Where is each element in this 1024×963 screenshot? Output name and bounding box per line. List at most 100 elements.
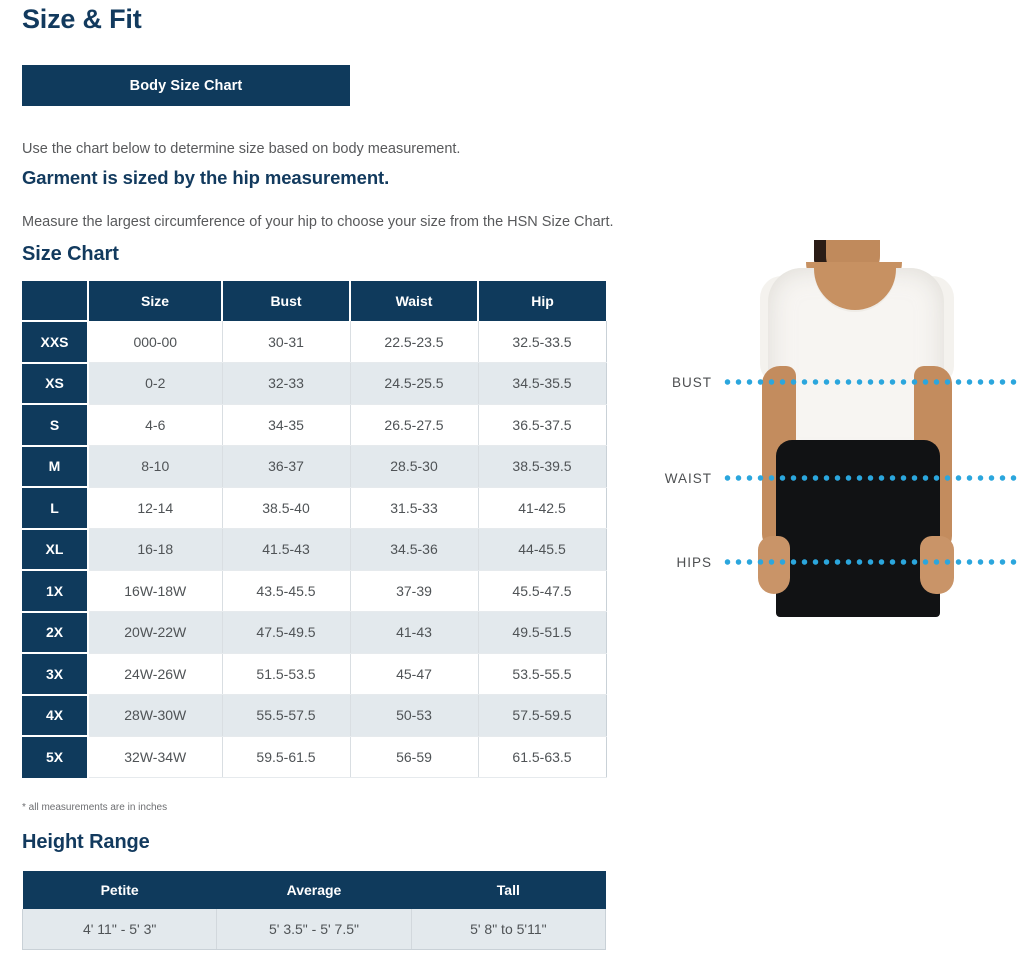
row-label-2x: 2X bbox=[22, 610, 89, 653]
height-range-heading: Height Range bbox=[22, 831, 150, 853]
waist-measure-guide: WAIST bbox=[640, 469, 1024, 487]
height-range-tbody: 4' 11" - 5' 3" 5' 3.5" - 5' 7.5" 5' 8" t… bbox=[21, 909, 607, 950]
table-row: 2X 20W-22W 47.5-49.5 41-43 49.5-51.5 bbox=[22, 610, 607, 654]
cell-bust: 59.5-61.5 bbox=[222, 736, 351, 778]
cell-bust: 32-33 bbox=[222, 362, 351, 405]
cell-size: 8-10 bbox=[88, 445, 223, 488]
model-left-hand bbox=[758, 536, 790, 594]
row-label-xxs: XXS bbox=[22, 320, 89, 363]
height-range-thead: Petite Average Tall bbox=[22, 871, 606, 909]
sized-by-heading: Garment is sized by the hip measurement. bbox=[22, 167, 390, 188]
cell-size: 28W-30W bbox=[88, 694, 223, 737]
size-chart-table: Size Bust Waist Hip XXS 000-00 30-31 22.… bbox=[22, 281, 607, 778]
cell-waist: 41-43 bbox=[350, 611, 479, 654]
cell-waist: 24.5-25.5 bbox=[350, 362, 479, 405]
measurements-footnote: * all measurements are in inches bbox=[22, 802, 168, 813]
cell-hip: 49.5-51.5 bbox=[478, 611, 607, 654]
dotted-measure-line-icon bbox=[722, 475, 1020, 481]
cell-bust: 41.5-43 bbox=[222, 528, 351, 571]
height-range-header-row: Petite Average Tall bbox=[22, 871, 606, 909]
table-row: 3X 24W-26W 51.5-53.5 45-47 53.5-55.5 bbox=[22, 652, 607, 695]
cell-waist: 37-39 bbox=[350, 570, 479, 612]
cell-petite-range: 4' 11" - 5' 3" bbox=[21, 909, 218, 950]
column-header-waist: Waist bbox=[350, 281, 479, 321]
table-row: 4X 28W-30W 55.5-57.5 50-53 57.5-59.5 bbox=[22, 693, 607, 737]
cell-size: 16W-18W bbox=[88, 570, 223, 612]
cell-bust: 30-31 bbox=[222, 321, 351, 363]
cell-size: 12-14 bbox=[88, 487, 223, 529]
row-label-xl: XL bbox=[22, 527, 89, 570]
cell-hip: 38.5-39.5 bbox=[478, 445, 607, 488]
cell-size: 32W-34W bbox=[88, 736, 223, 778]
cell-hip: 32.5-33.5 bbox=[478, 321, 607, 363]
table-row: XL 16-18 41.5-43 34.5-36 44-45.5 bbox=[22, 527, 607, 571]
cell-tall-range: 5' 8" to 5'11" bbox=[410, 909, 607, 950]
cell-waist: 28.5-30 bbox=[350, 445, 479, 488]
table-row: XS 0-2 32-33 24.5-25.5 34.5-35.5 bbox=[22, 361, 607, 405]
cell-waist: 56-59 bbox=[350, 736, 479, 778]
bust-guide-label: BUST bbox=[671, 374, 712, 390]
hips-guide-label: HIPS bbox=[676, 554, 712, 570]
cell-bust: 38.5-40 bbox=[222, 487, 351, 529]
cell-bust: 55.5-57.5 bbox=[222, 694, 351, 737]
model-black-pants bbox=[776, 440, 940, 617]
waist-guide-label: WAIST bbox=[664, 470, 712, 486]
cell-waist: 26.5-27.5 bbox=[350, 404, 479, 446]
column-header-average: Average bbox=[216, 871, 412, 909]
size-chart-tbody: XXS 000-00 30-31 22.5-23.5 32.5-33.5 XS … bbox=[22, 320, 607, 778]
cell-size: 0-2 bbox=[88, 362, 223, 405]
measurement-figure: BUST WAIST HIPS bbox=[640, 240, 1024, 630]
cell-average-range: 5' 3.5" - 5' 7.5" bbox=[216, 909, 412, 950]
table-row: XXS 000-00 30-31 22.5-23.5 32.5-33.5 bbox=[22, 320, 607, 363]
cell-hip: 53.5-55.5 bbox=[478, 653, 607, 695]
cell-size: 20W-22W bbox=[88, 611, 223, 654]
cell-waist: 22.5-23.5 bbox=[350, 321, 479, 363]
column-header-bust: Bust bbox=[222, 281, 351, 321]
dotted-measure-line-icon bbox=[722, 379, 1020, 385]
height-range-table: Petite Average Tall 4' 11" - 5' 3" 5' 3.… bbox=[21, 871, 607, 950]
cell-bust: 51.5-53.5 bbox=[222, 653, 351, 695]
row-label-5x: 5X bbox=[22, 735, 89, 778]
size-chart-thead: Size Bust Waist Hip bbox=[22, 281, 606, 321]
cell-bust: 36-37 bbox=[222, 445, 351, 488]
column-header-tall: Tall bbox=[411, 871, 606, 909]
cell-size: 16-18 bbox=[88, 528, 223, 571]
cell-hip: 34.5-35.5 bbox=[478, 362, 607, 405]
row-label-m: M bbox=[22, 444, 89, 487]
size-chart-header-row: Size Bust Waist Hip bbox=[22, 281, 606, 321]
cell-hip: 61.5-63.5 bbox=[478, 736, 607, 778]
column-header-hip: Hip bbox=[478, 281, 606, 321]
body-size-chart-tab[interactable]: Body Size Chart bbox=[22, 65, 350, 106]
cell-hip: 41-42.5 bbox=[478, 487, 607, 529]
row-label-4x: 4X bbox=[22, 693, 89, 736]
cell-waist: 31.5-33 bbox=[350, 487, 479, 529]
dotted-measure-line-icon bbox=[722, 559, 1020, 565]
row-label-l: L bbox=[22, 486, 89, 529]
model-right-hand bbox=[920, 536, 954, 594]
cell-bust: 47.5-49.5 bbox=[222, 611, 351, 654]
column-header-blank bbox=[22, 281, 89, 321]
table-row: 1X 16W-18W 43.5-45.5 37-39 45.5-47.5 bbox=[22, 569, 607, 612]
cell-waist: 50-53 bbox=[350, 694, 479, 737]
table-row: 5X 32W-34W 59.5-61.5 56-59 61.5-63.5 bbox=[22, 735, 607, 778]
cell-waist: 34.5-36 bbox=[350, 528, 479, 571]
cell-hip: 44-45.5 bbox=[478, 528, 607, 571]
column-header-petite: Petite bbox=[22, 871, 217, 909]
intro-text: Use the chart below to determine size ba… bbox=[22, 140, 461, 157]
column-header-size: Size bbox=[88, 281, 223, 321]
bust-measure-guide: BUST bbox=[640, 373, 1024, 391]
hips-measure-guide: HIPS bbox=[640, 553, 1024, 571]
cell-waist: 45-47 bbox=[350, 653, 479, 695]
row-label-1x: 1X bbox=[22, 569, 89, 612]
table-row: M 8-10 36-37 28.5-30 38.5-39.5 bbox=[22, 444, 607, 488]
cell-size: 000-00 bbox=[88, 321, 223, 363]
table-row: S 4-6 34-35 26.5-27.5 36.5-37.5 bbox=[22, 403, 607, 446]
row-label-xs: XS bbox=[22, 361, 89, 404]
cell-bust: 43.5-45.5 bbox=[222, 570, 351, 612]
table-row: L 12-14 38.5-40 31.5-33 41-42.5 bbox=[22, 486, 607, 529]
cell-hip: 45.5-47.5 bbox=[478, 570, 607, 612]
cell-hip: 57.5-59.5 bbox=[478, 694, 607, 737]
page-title: Size & Fit bbox=[22, 4, 142, 34]
table-row: 4' 11" - 5' 3" 5' 3.5" - 5' 7.5" 5' 8" t… bbox=[21, 909, 607, 950]
